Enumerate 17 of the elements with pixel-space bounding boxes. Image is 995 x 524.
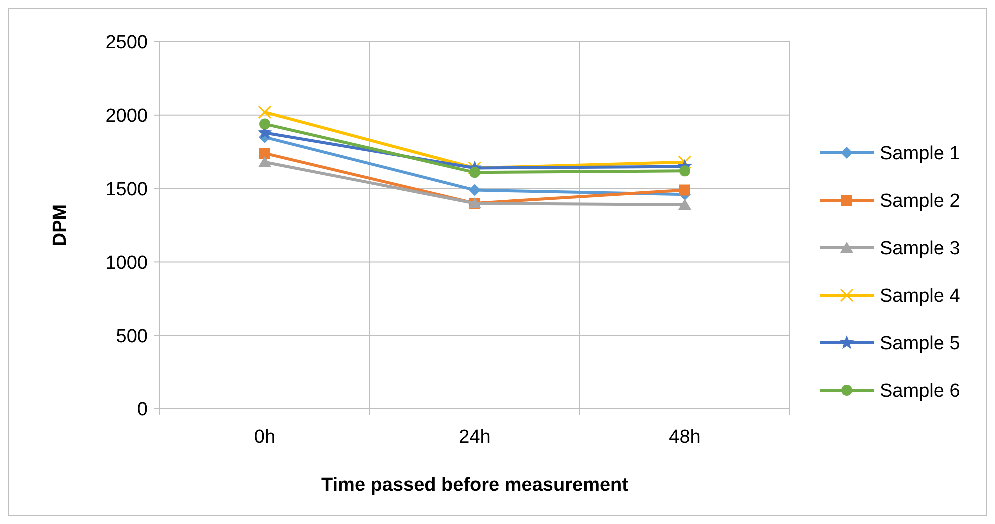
legend-label: Sample 3 [880,238,960,260]
x-tick-label: 48h [669,427,701,448]
x-axis-title: Time passed before measurement [322,475,630,496]
y-tick-label: 500 [116,326,148,348]
y-tick-label: 2000 [106,106,148,128]
y-axis-title: DPM [50,204,71,247]
y-tick-label: 1000 [106,252,148,274]
legend-label: Sample 1 [880,144,960,165]
y-tick-label: 2500 [106,32,148,54]
legend-label: Sample 5 [880,334,960,355]
legend-label: Sample 2 [880,191,960,212]
x-tick-label: 24h [459,427,491,448]
legend-label: Sample 4 [880,286,961,308]
y-tick-label: 1500 [106,179,148,200]
y-tick-label: 0 [137,400,148,421]
legend-label: Sample 6 [880,381,960,402]
x-tick-label: 0h [254,427,276,448]
